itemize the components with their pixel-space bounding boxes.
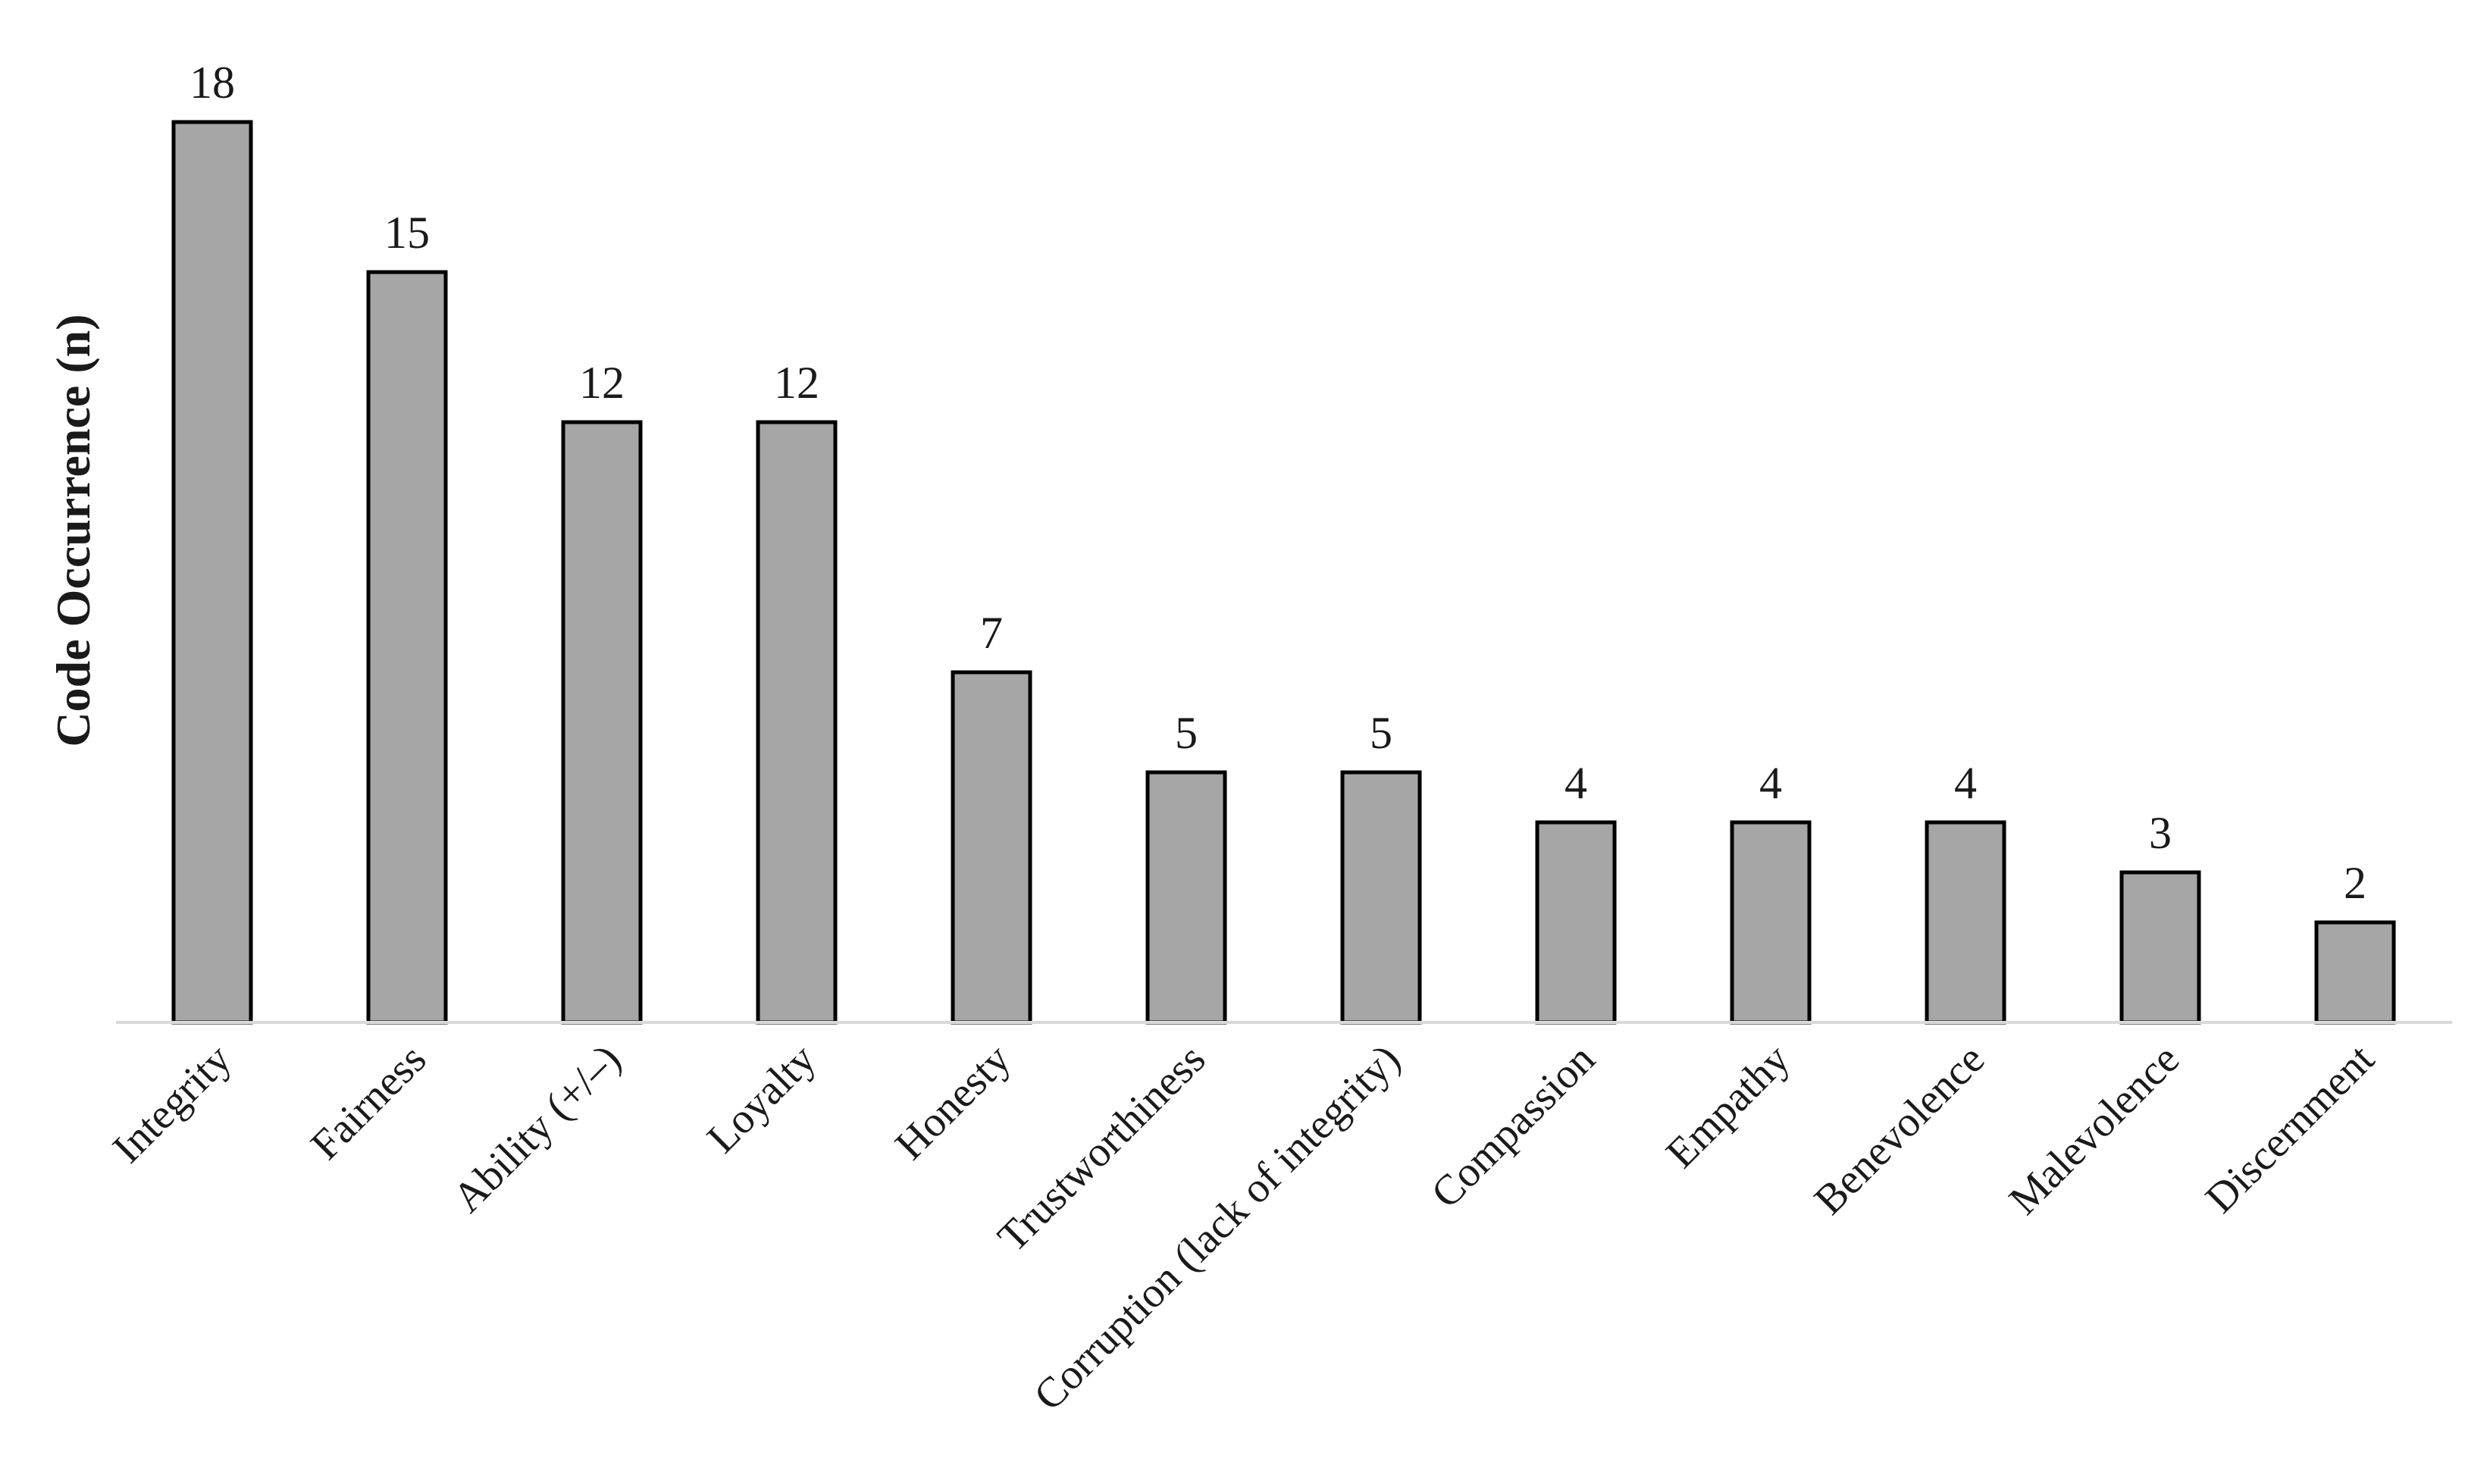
bar [951, 670, 1032, 1025]
value-label: 15 [384, 208, 430, 258]
bar [171, 120, 253, 1025]
bar [756, 420, 838, 1025]
value-label: 7 [980, 608, 1003, 658]
bar [2119, 870, 2201, 1025]
value-label: 3 [2149, 808, 2172, 858]
bar [366, 270, 448, 1025]
value-label: 18 [190, 58, 235, 108]
bar [1145, 770, 1227, 1025]
bar [1340, 770, 1422, 1025]
value-label: 5 [1175, 708, 1198, 758]
bar [561, 420, 643, 1025]
bar [1535, 820, 1617, 1025]
value-label: 2 [2344, 858, 2366, 908]
value-label: 4 [1954, 758, 1977, 808]
value-label: 4 [1565, 758, 1587, 808]
value-label: 4 [1759, 758, 1782, 808]
bar [2314, 920, 2396, 1025]
bar [1730, 820, 1812, 1025]
value-label: 5 [1370, 708, 1392, 758]
y-axis-label: Code Occurrence (n) [46, 314, 100, 747]
value-label: 12 [774, 358, 819, 408]
value-label: 12 [579, 358, 625, 408]
bar [1925, 820, 2006, 1025]
